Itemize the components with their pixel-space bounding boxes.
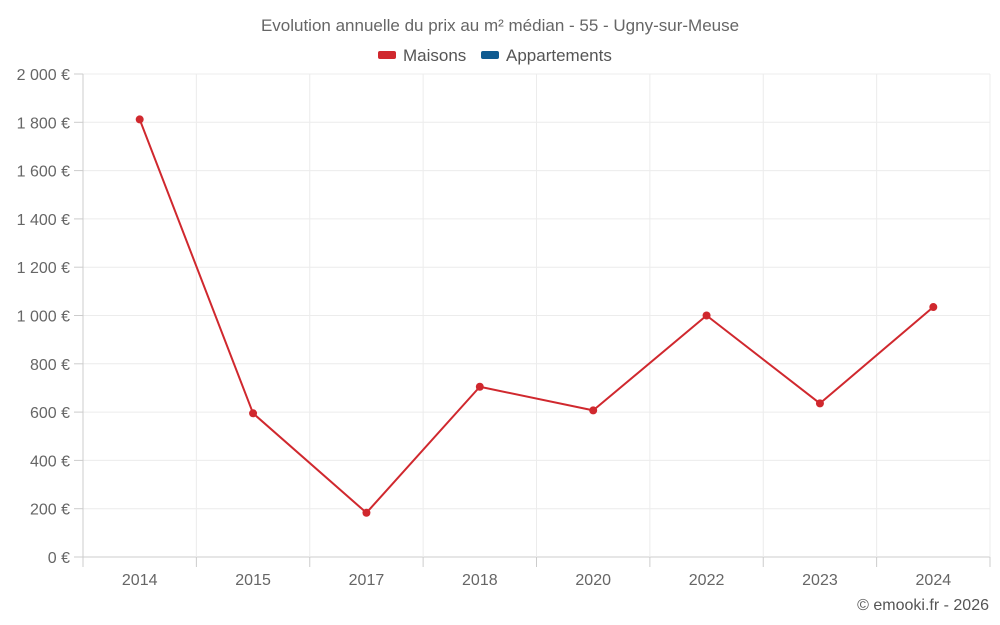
data-point[interactable] xyxy=(702,311,711,320)
x-tick-label: 2015 xyxy=(235,572,271,589)
data-point[interactable] xyxy=(589,406,598,415)
y-tick-label: 600 € xyxy=(30,405,70,422)
data-point[interactable] xyxy=(249,409,258,418)
x-tick-label: 2018 xyxy=(462,572,498,589)
data-point[interactable] xyxy=(929,303,938,312)
legend-label-maisons: Maisons xyxy=(403,46,466,65)
y-tick-label: 1 800 € xyxy=(17,115,70,132)
data-point[interactable] xyxy=(135,115,144,124)
x-axis: 2014 2015 2017 2018 2020 2022 2023 2024 xyxy=(82,557,991,589)
y-tick-label: 1 600 € xyxy=(17,164,70,181)
legend-item-appartements[interactable]: Appartements xyxy=(481,46,612,65)
y-tick-label: 1 400 € xyxy=(17,212,70,229)
legend: Maisons Appartements xyxy=(378,46,612,65)
series-line xyxy=(138,119,934,514)
legend-swatch-appartements xyxy=(481,51,499,59)
credit-text: © emooki.fr - 2026 xyxy=(857,597,989,614)
series-maisons xyxy=(135,115,938,517)
legend-label-appartements: Appartements xyxy=(506,46,612,65)
x-tick-label: 2023 xyxy=(802,572,838,589)
grid xyxy=(82,73,991,558)
legend-item-maisons[interactable]: Maisons xyxy=(378,46,466,65)
y-tick-label: 400 € xyxy=(30,453,70,470)
x-tick-label: 2022 xyxy=(689,572,725,589)
data-point[interactable] xyxy=(475,382,484,391)
y-tick-label: 0 € xyxy=(48,550,70,567)
y-axis: 0 € 200 € 400 € 600 € 800 € 1 000 € 1 200 € 1 4… xyxy=(17,67,84,567)
chart-title: Evolution annuelle du prix au m² médian … xyxy=(261,16,739,35)
data-point[interactable] xyxy=(815,399,824,408)
y-tick-label: 800 € xyxy=(30,357,70,374)
x-tick-label: 2024 xyxy=(916,572,952,589)
y-tick-label: 1 000 € xyxy=(17,309,70,326)
data-point[interactable] xyxy=(362,508,371,517)
legend-swatch-maisons xyxy=(378,51,396,59)
y-tick-label: 2 000 € xyxy=(17,67,70,84)
x-tick-label: 2020 xyxy=(575,572,611,589)
x-tick-label: 2014 xyxy=(122,572,158,589)
x-tick-label: 2017 xyxy=(349,572,385,589)
y-tick-label: 200 € xyxy=(30,502,70,519)
y-tick-label: 1 200 € xyxy=(17,260,70,277)
